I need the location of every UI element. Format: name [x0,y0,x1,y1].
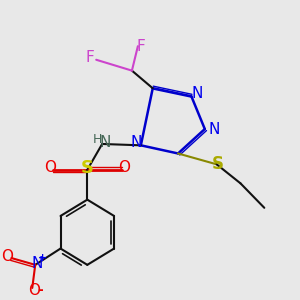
Text: N: N [100,135,111,150]
Text: N: N [208,122,219,136]
Text: N: N [131,135,142,150]
Text: H: H [93,134,102,146]
Text: N: N [192,86,203,101]
Text: F: F [136,39,145,54]
Text: N: N [31,256,42,271]
Text: O: O [118,160,130,175]
Text: O: O [44,160,56,175]
Text: -: - [37,283,43,297]
Text: S: S [212,155,224,173]
Text: +: + [38,253,47,263]
Text: S: S [81,159,94,177]
Text: F: F [86,50,94,64]
Text: O: O [28,283,40,298]
Text: O: O [1,249,13,264]
